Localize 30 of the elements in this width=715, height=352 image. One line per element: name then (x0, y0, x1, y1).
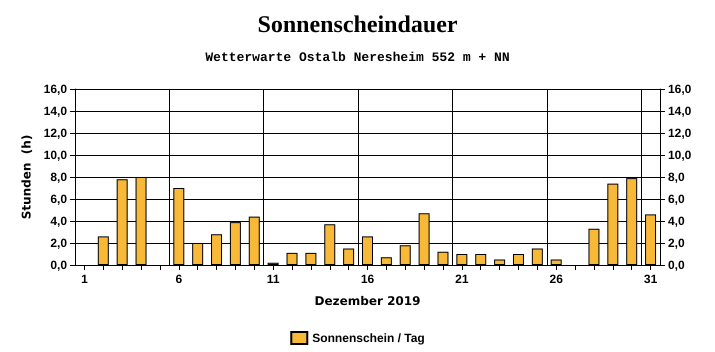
y-tick-label: 6,0 (50, 192, 68, 206)
chart-subtitle: Wetterwarte Ostalb Neresheim 552 m + NN (205, 50, 510, 65)
x-tick-label: 31 (644, 272, 658, 286)
chart-title: Sonnenscheindauer (257, 12, 458, 38)
y-tick-label: 0,0 (50, 258, 68, 272)
y2-tick-label: 12,0 (668, 126, 692, 140)
y2-tick-label: 10,0 (668, 148, 692, 162)
x-tick-label: 26 (550, 272, 564, 286)
y-tick-label: 12,0 (44, 126, 68, 140)
y2-tick-label: 8,0 (668, 170, 686, 184)
y2-tick-label: 6,0 (668, 192, 686, 206)
y-tick-label: 8,0 (50, 170, 68, 184)
y2-tick-label: 4,0 (668, 214, 686, 228)
y-tick-label: 4,0 (50, 214, 68, 228)
x-tick-label: 11 (266, 272, 280, 286)
legend-label: Sonnenschein / Tag (312, 331, 425, 345)
y-tick-label: 14,0 (44, 104, 68, 118)
x-tick-label: 6 (175, 272, 182, 286)
y-axis-title: Stunden (h) (20, 134, 34, 220)
x-tick-label: 16 (360, 272, 374, 286)
x-tick-label: 1 (81, 272, 88, 286)
x-tick-label: 21 (455, 272, 469, 286)
y-tick-label: 10,0 (44, 148, 68, 162)
y-tick-label: 2,0 (50, 236, 68, 250)
y-tick-label: 16,0 (44, 82, 68, 96)
y2-tick-label: 2,0 (668, 236, 686, 250)
y2-tick-label: 0,0 (668, 258, 686, 272)
x-axis-title: Dezember 2019 (314, 294, 420, 308)
y2-tick-label: 14,0 (668, 104, 692, 118)
y2-tick-label: 16,0 (668, 82, 692, 96)
